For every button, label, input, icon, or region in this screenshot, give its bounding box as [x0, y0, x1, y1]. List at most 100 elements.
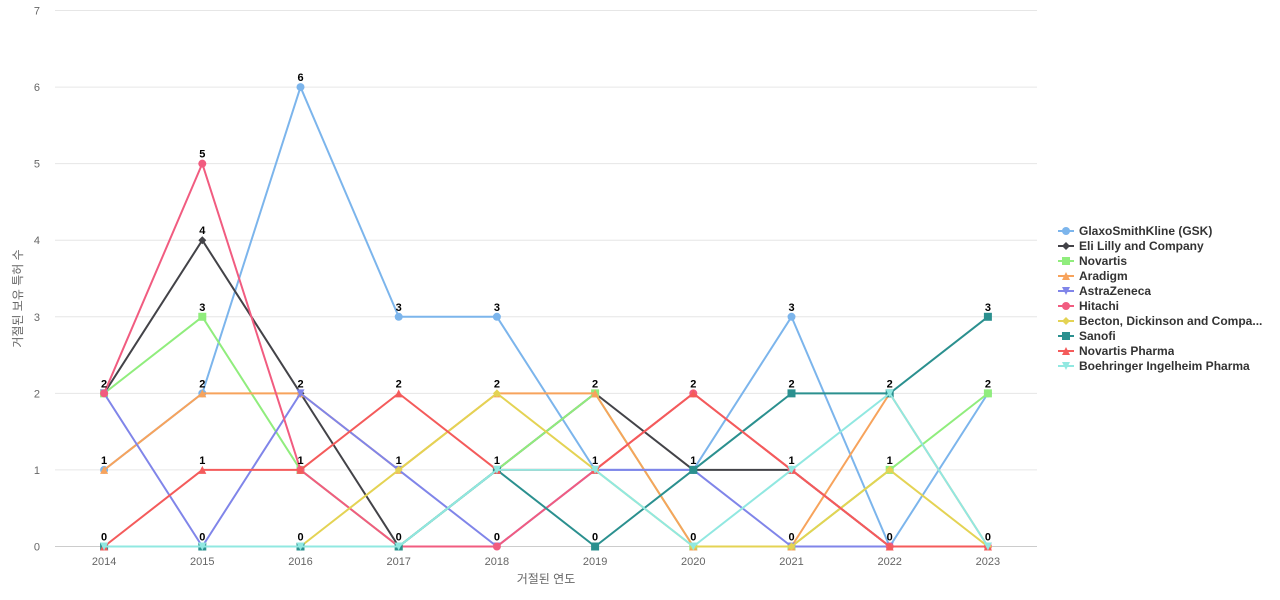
data-label: 1 — [494, 455, 500, 467]
x-tick-label: 2021 — [779, 556, 803, 568]
legend-marker — [1062, 271, 1070, 280]
data-label: 1 — [199, 455, 205, 467]
data-label: 1 — [297, 455, 303, 467]
legend-label: Hitachi — [1079, 298, 1120, 313]
data-point — [885, 389, 894, 398]
data-point — [591, 542, 600, 551]
data-label: 3 — [985, 302, 991, 314]
legend-item[interactable]: Boehringer Ingelheim Pharma — [1058, 358, 1280, 373]
data-label: 0 — [199, 532, 205, 544]
legend-item[interactable]: Novartis — [1058, 253, 1280, 268]
data-point — [100, 542, 109, 551]
data-point — [296, 83, 305, 92]
data-point — [492, 312, 501, 321]
legend-label: AstraZeneca — [1079, 283, 1152, 298]
y-axis-ticks: 0 1 2 3 4 5 6 7 — [34, 6, 40, 554]
data-label: 0 — [396, 532, 402, 544]
legend-label: GlaxoSmithKline (GSK) — [1079, 223, 1213, 238]
legend-symbol — [1058, 316, 1074, 325]
data-point — [689, 465, 698, 474]
data-point — [983, 312, 992, 321]
data-label: 0 — [101, 532, 107, 544]
y-tick-label: 3 — [34, 312, 40, 324]
x-tick-label: 2023 — [976, 556, 1000, 568]
data-label: 2 — [396, 378, 402, 390]
legend-label: Sanofi — [1079, 328, 1116, 343]
data-point — [198, 542, 207, 551]
data-point — [198, 465, 207, 474]
data-label: 2 — [199, 378, 205, 390]
legend-symbol — [1058, 226, 1074, 235]
legend-marker — [1062, 241, 1070, 250]
x-tick-label: 2014 — [92, 556, 116, 568]
legend-label: Boehringer Ingelheim Pharma — [1079, 358, 1250, 373]
y-tick-label: 2 — [34, 388, 40, 400]
legend-label: Novartis — [1079, 253, 1128, 268]
data-point — [492, 542, 501, 551]
data-point — [198, 389, 207, 398]
data-label: 3 — [199, 302, 205, 314]
legend-item[interactable]: Eli Lilly and Company — [1058, 238, 1280, 253]
data-label: 1 — [396, 455, 402, 467]
data-label: 3 — [788, 302, 794, 314]
y-tick-label: 4 — [34, 235, 40, 247]
x-tick-label: 2015 — [190, 556, 214, 568]
legend-item[interactable]: GlaxoSmithKline (GSK) — [1058, 223, 1280, 238]
data-point — [689, 389, 698, 398]
series-9 — [100, 389, 992, 551]
legend-item[interactable]: Novartis Pharma — [1058, 343, 1280, 358]
legend-item[interactable]: Aradigm — [1058, 268, 1280, 283]
legend-marker — [1062, 286, 1070, 295]
data-label: 2 — [592, 378, 598, 390]
data-label: 2 — [788, 378, 794, 390]
data-point — [787, 389, 796, 398]
data-label: 1 — [592, 455, 598, 467]
data-point — [983, 542, 992, 551]
data-label: 3 — [494, 302, 500, 314]
data-point — [394, 389, 403, 398]
legend-symbol — [1058, 271, 1074, 280]
data-label: 4 — [199, 225, 206, 237]
y-tick-label: 7 — [34, 6, 40, 18]
legend-symbol — [1058, 256, 1074, 265]
data-point — [296, 542, 305, 551]
series-line — [103, 392, 989, 548]
legend-symbol — [1058, 241, 1074, 250]
data-label: 1 — [690, 455, 696, 467]
data-point — [591, 389, 600, 398]
legend-item[interactable]: Hitachi — [1058, 298, 1280, 313]
legend-marker — [1062, 346, 1070, 355]
data-label: 0 — [494, 532, 500, 544]
legend-item[interactable]: AstraZeneca — [1058, 283, 1280, 298]
legend-marker — [1062, 301, 1070, 310]
legend-item[interactable]: Becton, Dickinson and Compa... — [1058, 313, 1280, 328]
data-label: 2 — [985, 378, 991, 390]
series-lines — [100, 83, 992, 551]
x-tick-label: 2022 — [877, 556, 901, 568]
data-point — [394, 312, 403, 321]
data-point — [591, 465, 600, 474]
legend-label: Eli Lilly and Company — [1079, 238, 1204, 253]
data-label: 5 — [199, 149, 205, 161]
legend-item[interactable]: Sanofi — [1058, 328, 1280, 343]
data-point — [492, 465, 501, 474]
data-point — [296, 465, 305, 474]
x-tick-label: 2017 — [386, 556, 410, 568]
x-tick-label: 2016 — [288, 556, 312, 568]
data-point — [394, 465, 403, 474]
data-label: 0 — [297, 532, 303, 544]
x-tick-label: 2018 — [485, 556, 509, 568]
data-point — [198, 236, 207, 245]
data-point — [689, 542, 698, 551]
data-point — [296, 389, 305, 398]
x-axis-title: 거절된 연도 — [517, 572, 576, 586]
series-line — [104, 392, 989, 548]
series-5 — [100, 159, 992, 551]
data-point — [100, 465, 109, 474]
data-label: 0 — [887, 532, 893, 544]
data-label: 1 — [887, 455, 893, 467]
y-tick-label: 6 — [34, 82, 40, 94]
data-label: 2 — [494, 378, 500, 390]
